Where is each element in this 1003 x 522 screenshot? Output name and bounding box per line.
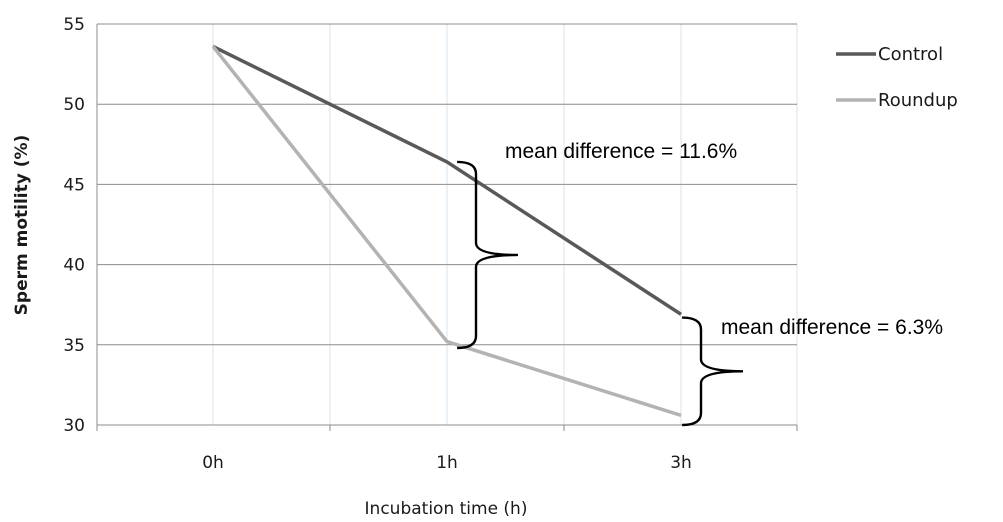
y-tick-label: 55 — [63, 15, 85, 35]
y-axis-ticks: 30 35 40 45 50 55 — [63, 15, 85, 436]
difference-annotation-text: mean difference = 11.6% — [505, 140, 737, 163]
x-tick-label: 0h — [202, 453, 224, 473]
y-axis-title: Sperm motility (%) — [12, 135, 32, 316]
data-series — [211, 44, 682, 418]
legend-label-roundup: Roundup — [878, 90, 958, 111]
x-axis-ticks: 0h 1h 3h — [202, 453, 692, 473]
y-tick-label: 50 — [63, 95, 85, 115]
legend-label-control: Control — [878, 44, 943, 65]
y-tick-label: 40 — [63, 256, 85, 276]
legend: Control Roundup — [836, 44, 958, 111]
x-tick-label: 1h — [436, 453, 458, 473]
difference-annotations: mean difference = 11.6% mean difference =… — [505, 140, 943, 339]
difference-braces — [457, 160, 744, 427]
axes — [96, 24, 798, 431]
x-axis-title: Incubation time (h) — [365, 499, 528, 519]
y-tick-label: 30 — [63, 416, 85, 436]
x-tick-label: 3h — [670, 453, 692, 473]
series-line-roundup — [211, 45, 682, 418]
series-line-control — [212, 44, 682, 316]
difference-brace — [682, 316, 744, 427]
y-tick-label: 35 — [63, 336, 85, 356]
gridlines — [97, 23, 798, 425]
y-tick-label: 45 — [63, 175, 85, 195]
difference-annotation-text: mean difference = 6.3% — [721, 316, 943, 339]
difference-brace — [457, 160, 519, 350]
